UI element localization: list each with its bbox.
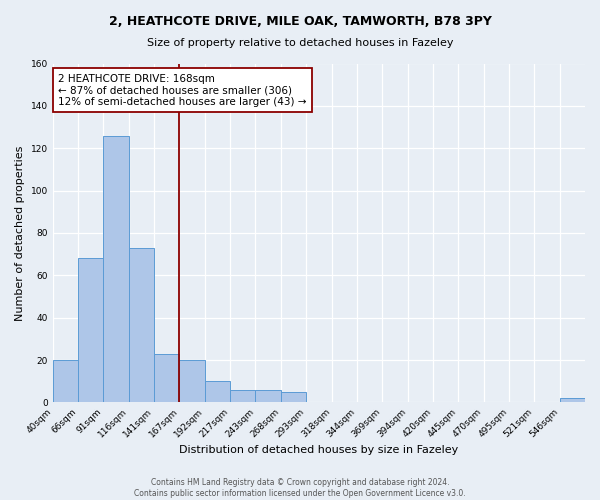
Bar: [560, 398, 585, 402]
Bar: [53, 360, 78, 403]
Bar: [281, 392, 306, 402]
Y-axis label: Number of detached properties: Number of detached properties: [15, 146, 25, 320]
Text: 2 HEATHCOTE DRIVE: 168sqm
← 87% of detached houses are smaller (306)
12% of semi: 2 HEATHCOTE DRIVE: 168sqm ← 87% of detac…: [58, 74, 307, 107]
Bar: [179, 360, 205, 403]
Bar: [103, 136, 129, 402]
Text: 2, HEATHCOTE DRIVE, MILE OAK, TAMWORTH, B78 3PY: 2, HEATHCOTE DRIVE, MILE OAK, TAMWORTH, …: [109, 15, 491, 28]
Text: Contains HM Land Registry data © Crown copyright and database right 2024.
Contai: Contains HM Land Registry data © Crown c…: [134, 478, 466, 498]
Text: Size of property relative to detached houses in Fazeley: Size of property relative to detached ho…: [147, 38, 453, 48]
Bar: [78, 258, 103, 402]
Bar: [256, 390, 281, 402]
Bar: [205, 382, 230, 402]
Bar: [154, 354, 179, 403]
Bar: [129, 248, 154, 402]
Bar: [230, 390, 256, 402]
X-axis label: Distribution of detached houses by size in Fazeley: Distribution of detached houses by size …: [179, 445, 458, 455]
